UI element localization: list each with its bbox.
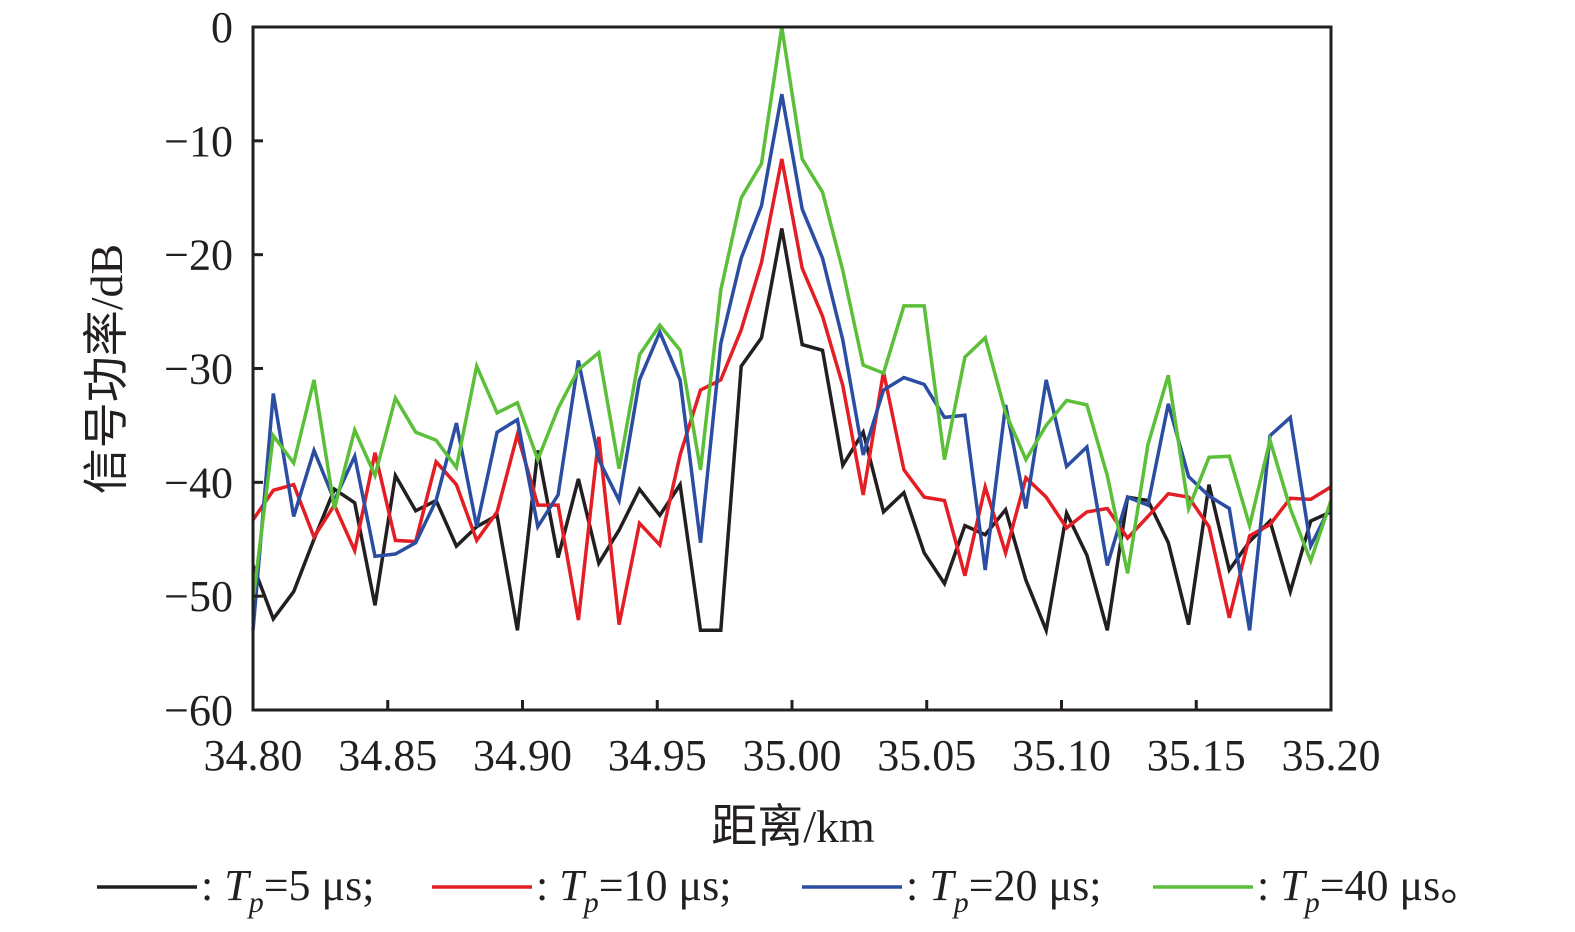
legend-prefix: : (536, 861, 559, 910)
y-tick-label: −50 (164, 572, 233, 621)
legend-symbol: T (929, 861, 957, 910)
plot-frame (251, 25, 1333, 712)
series-layer (251, 26, 1333, 637)
legend-item-1: : Tp=10 μs; (432, 861, 731, 919)
legend-label: : Tp=10 μs; (536, 861, 731, 919)
legend-item-3: : Tp=40 μs。 (1153, 861, 1484, 919)
x-tick-label: 34.85 (338, 731, 437, 780)
x-tick-label: 35.05 (877, 731, 976, 780)
legend-item-2: : Tp=20 μs; (802, 861, 1101, 919)
y-tick-label: −60 (164, 686, 233, 735)
x-axis-title: 距离/km (711, 801, 875, 852)
y-tick-label: −10 (164, 117, 233, 166)
x-tick-label: 35.15 (1147, 731, 1246, 780)
legend-prefix: : (1257, 861, 1280, 910)
x-tick-label: 35.00 (743, 731, 842, 780)
y-tick-label: −30 (164, 345, 233, 394)
legend-label: : Tp=40 μs。 (1257, 861, 1484, 919)
legend-value: =5 μs; (264, 861, 375, 910)
legend-symbol: T (224, 861, 252, 910)
legend: : Tp=5 μs;: Tp=10 μs;: Tp=20 μs;: Tp=40 … (97, 861, 1484, 919)
series-line-0 (251, 228, 1332, 637)
legend-subscript: p (952, 886, 969, 919)
legend-symbol: T (1280, 861, 1308, 910)
legend-value: =20 μs; (969, 861, 1102, 910)
legend-label: : Tp=20 μs; (906, 861, 1101, 919)
legend-value: =40 μs。 (1320, 861, 1485, 910)
series-line-1 (251, 158, 1332, 625)
legend-prefix: : (906, 861, 929, 910)
x-tick-label: 35.10 (1012, 731, 1111, 780)
legend-subscript: p (1303, 886, 1320, 919)
y-tick-label: −20 (164, 231, 233, 280)
x-tick-label: 34.95 (608, 731, 707, 780)
legend-symbol: T (559, 861, 587, 910)
legend-subscript: p (247, 886, 264, 919)
legend-label: : Tp=5 μs; (201, 861, 374, 919)
legend-subscript: p (582, 886, 599, 919)
y-tick-label: 0 (211, 3, 233, 52)
y-axis-title: 信号功率/dB (81, 244, 132, 494)
legend-item-0: : Tp=5 μs; (97, 861, 374, 919)
legend-prefix: : (201, 861, 224, 910)
legend-value: =10 μs; (599, 861, 732, 910)
x-tick-label: 34.90 (473, 731, 572, 780)
series-line-3 (251, 26, 1333, 601)
y-tick-label: −40 (164, 458, 233, 507)
x-tick-label: 35.20 (1282, 731, 1381, 780)
series-line-2 (251, 93, 1333, 631)
x-tick-label: 34.80 (204, 731, 303, 780)
